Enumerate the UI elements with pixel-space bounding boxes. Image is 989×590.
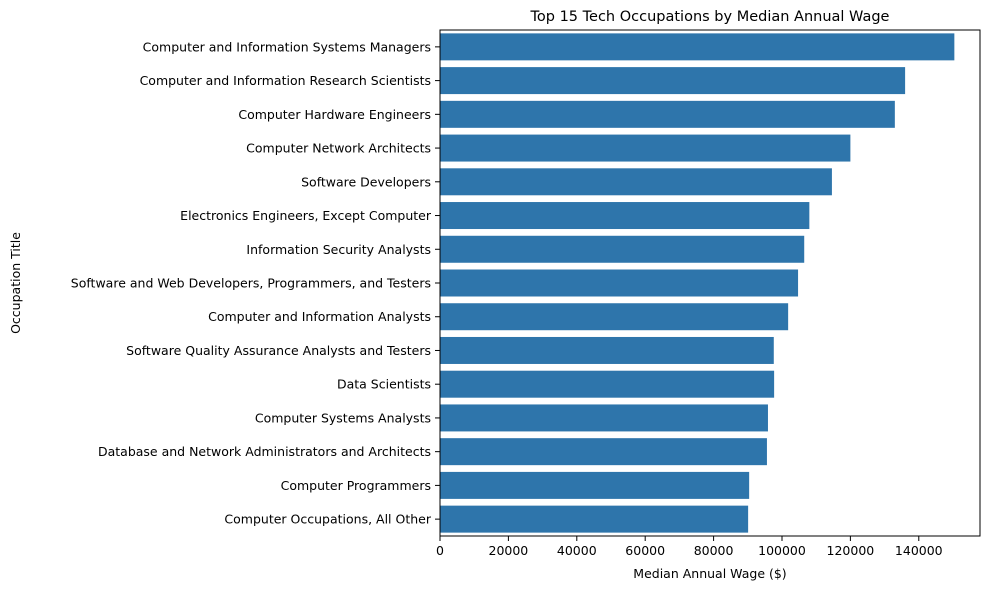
y-tick-label: Database and Network Administrators and … [98,444,431,459]
y-tick-label: Information Security Analysts [246,242,431,257]
y-tick-label: Computer and Information Analysts [208,309,431,324]
bar [440,438,767,466]
x-tick-label: 0 [436,543,444,558]
plot-area: Computer and Information Systems Manager… [71,29,981,558]
y-tick-label: Computer Hardware Engineers [238,107,431,122]
bar [440,168,832,196]
y-tick-label: Computer Programmers [281,478,431,493]
y-tick-label: Electronics Engineers, Except Computer [180,208,432,223]
y-tick-label: Software and Web Developers, Programmers… [71,276,431,291]
bar [440,471,750,499]
x-tick-label: 20000 [489,543,529,558]
bar [440,202,810,230]
bar [440,336,774,364]
bar [440,303,789,331]
bar [440,235,805,263]
bar [440,505,749,533]
y-tick-label: Data Scientists [337,377,431,392]
chart-title: Top 15 Tech Occupations by Median Annual… [530,9,890,25]
x-tick-label: 60000 [625,543,665,558]
axes-frame [439,29,981,537]
x-tick-label: 120000 [827,543,875,558]
bar [440,100,895,128]
bar [440,269,799,297]
y-axis-label: Occupation Title [8,232,23,334]
bar [440,370,775,398]
y-tick-label: Computer and Information Research Scient… [140,73,431,88]
x-tick-label: 40000 [557,543,597,558]
x-tick-label: 100000 [758,543,806,558]
bar [440,33,955,61]
x-tick-label: 140000 [895,543,943,558]
y-tick-label: Software Quality Assurance Analysts and … [126,343,431,358]
x-axis-label: Median Annual Wage ($) [633,566,786,581]
x-tick-label: 80000 [694,543,734,558]
y-tick-label: Computer Network Architects [246,141,431,156]
bar [440,404,768,432]
bar [440,67,906,95]
y-tick-label: Computer Occupations, All Other [224,512,431,527]
y-tick-label: Computer Systems Analysts [255,410,431,425]
y-tick-label: Software Developers [301,174,431,189]
bar [440,134,851,162]
y-tick-label: Computer and Information Systems Manager… [143,39,431,54]
